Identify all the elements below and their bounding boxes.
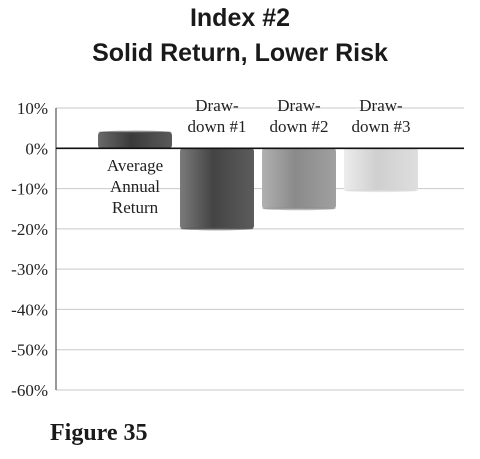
y-tick-label: -10% [11, 180, 48, 199]
bar-cap [180, 227, 254, 231]
chart-subtitle: Solid Return, Lower Risk [92, 39, 388, 67]
category-label: Annual [110, 177, 160, 196]
bar-cap [344, 189, 418, 193]
category-label: down #1 [187, 117, 246, 136]
category-label: Draw- [195, 96, 239, 115]
chart-title: Index #2 [189, 4, 291, 32]
figure-label: Figure 35 [50, 420, 148, 446]
category-label: down #3 [351, 117, 410, 136]
category-label: Average [107, 156, 163, 175]
y-tick-label: -40% [11, 300, 48, 319]
bar-cap [262, 207, 336, 211]
category-label: down #2 [269, 117, 328, 136]
bar-1 [98, 132, 172, 149]
bar-3 [262, 148, 336, 209]
y-tick-label: -50% [11, 341, 48, 360]
category-label: Draw- [359, 96, 403, 115]
category-label: Draw- [277, 96, 321, 115]
y-tick-label: -30% [11, 260, 48, 279]
y-tick-label: -20% [11, 220, 48, 239]
category-label: Return [112, 198, 159, 217]
y-tick-label: 0% [25, 139, 48, 158]
y-tick-label: 10% [17, 99, 48, 118]
y-tick-label: -60% [11, 381, 48, 400]
bar-cap [98, 130, 172, 134]
bar-2 [180, 148, 254, 229]
bar-4 [344, 148, 418, 191]
